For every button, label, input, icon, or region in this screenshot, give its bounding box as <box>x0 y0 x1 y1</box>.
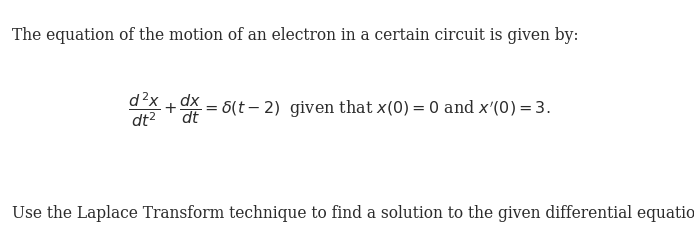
Text: The equation of the motion of an electron in a certain circuit is given by:: The equation of the motion of an electro… <box>12 27 579 44</box>
Text: $\dfrac{d^{\,2}x}{dt^{2}} + \dfrac{dx}{dt} = \delta(t-2)$  given that $x(0) = 0$: $\dfrac{d^{\,2}x}{dt^{2}} + \dfrac{dx}{d… <box>128 90 551 128</box>
Text: Use the Laplace Transform technique to find a solution to the given differential: Use the Laplace Transform technique to f… <box>12 204 694 221</box>
